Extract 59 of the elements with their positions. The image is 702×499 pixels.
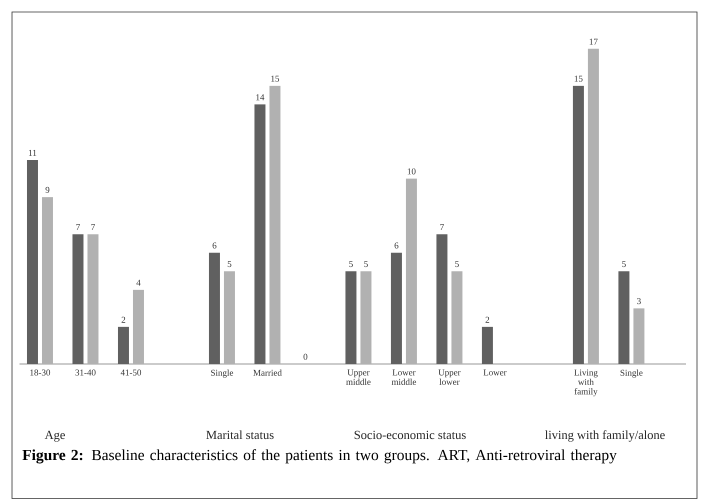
data-label: 5: [349, 261, 353, 268]
data-label: 14: [256, 94, 264, 100]
x-tick-label: Lower: [483, 370, 507, 376]
bar: [451, 271, 462, 364]
data-label: 5: [228, 261, 232, 268]
text: Figure 2: Baseline characteristics of the patients in two groups. ART, Anti-retroviral therapy: [22, 449, 617, 464]
bar: [618, 271, 630, 364]
bar: [269, 86, 280, 364]
x-tick-label: Married: [253, 370, 282, 376]
data-label: 7: [91, 224, 95, 230]
x-tick-label: 18-30: [30, 370, 50, 376]
data-label: 7: [440, 224, 444, 230]
data-label: 6: [212, 242, 216, 249]
bar: [390, 252, 402, 364]
bar: [360, 271, 372, 364]
x-tick-label: Upper lower: [438, 370, 461, 385]
x-tick-label: 31-40: [75, 370, 96, 376]
bar: [572, 86, 584, 364]
x-tick-label: 41-50: [120, 370, 142, 376]
data-label: 9: [46, 186, 50, 193]
text: Socio-economic status: [354, 430, 466, 440]
data-label: 2: [486, 316, 490, 323]
bar: [254, 104, 266, 364]
data-label: 0: [304, 354, 308, 360]
data-label: 10: [408, 168, 416, 174]
bar: [208, 252, 220, 364]
bar: [633, 308, 644, 364]
data-label: 11: [28, 150, 36, 156]
data-label: 5: [364, 261, 368, 268]
data-label: 5: [455, 261, 459, 268]
bar: [345, 271, 356, 364]
data-label: 5: [622, 261, 626, 268]
bar: [118, 326, 129, 364]
bar: [26, 160, 38, 364]
text: living with family/alone: [545, 430, 665, 442]
data-label: 7: [76, 224, 80, 230]
text: Age: [44, 430, 65, 442]
text: Marital status: [206, 430, 274, 440]
data-label: 6: [394, 242, 398, 249]
data-label: 15: [574, 76, 583, 82]
x-tick-label: Living with family: [574, 370, 598, 396]
bar: [224, 271, 235, 364]
bar: [87, 234, 98, 364]
x-tick-label: Single: [620, 370, 643, 378]
bar: [406, 178, 417, 364]
x-tick-label: Upper middle: [346, 370, 371, 385]
x-tick-label: Single: [211, 370, 234, 378]
bar: [588, 48, 599, 364]
data-label: 4: [136, 280, 141, 286]
bar: [42, 197, 53, 364]
data-label: 3: [637, 298, 641, 304]
data-label: 17: [590, 38, 598, 45]
bar: [436, 234, 448, 364]
data-label: 2: [122, 316, 126, 323]
data-label: 15: [271, 76, 280, 82]
bar: [482, 326, 493, 364]
x-tick-label: Lower middle: [392, 370, 416, 385]
bar: [132, 290, 144, 364]
bar: [72, 234, 84, 364]
